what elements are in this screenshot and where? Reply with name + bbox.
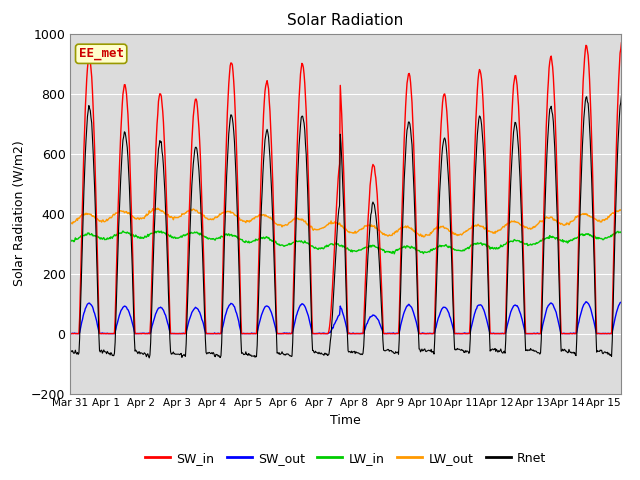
Line: LW_out: LW_out [70,208,638,237]
LW_in [499,244,506,250]
Rnet [397,288,404,294]
SW_in [634,331,640,336]
SW_in [411,179,419,185]
LW_out [67,222,74,228]
LW_in [634,234,640,240]
Title: Solar Radiation: Solar Radiation [287,13,404,28]
Line: LW_in: LW_in [70,231,638,254]
LW_out [154,205,161,211]
Y-axis label: Solar Radiation (W/m2): Solar Radiation (W/m2) [13,141,26,287]
SW_out [555,322,563,328]
Rnet [618,93,625,98]
SW_in [618,39,625,45]
Line: Rnet: Rnet [70,96,638,358]
Rnet [101,349,109,355]
LW_in [101,237,109,242]
Line: SW_out: SW_out [70,301,638,334]
LW_out [397,225,404,230]
LW_out [557,221,564,227]
LW_out [412,230,419,236]
Rnet [498,349,506,355]
SW_in [497,331,504,336]
SW_in [101,331,109,336]
LW_out [634,215,640,221]
SW_in [67,331,74,336]
LW_out [429,228,437,234]
LW_in [119,228,127,234]
X-axis label: Time: Time [330,414,361,427]
Text: EE_met: EE_met [79,48,124,60]
LW_in [557,237,564,243]
SW_out [428,331,436,336]
LW_in [67,239,74,244]
Rnet [412,234,419,240]
SW_out [396,326,404,332]
LW_out [420,234,428,240]
SW_in [428,331,436,336]
SW_out [497,331,504,336]
LW_in [390,251,398,257]
Rnet [634,349,640,355]
SW_out [67,331,74,336]
Rnet [556,303,564,309]
Rnet [67,348,74,353]
SW_out [101,331,109,336]
LW_out [101,218,109,224]
Rnet [429,349,436,355]
SW_out [411,314,419,320]
Legend: SW_in, SW_out, LW_in, LW_out, Rnet: SW_in, SW_out, LW_in, LW_out, Rnet [140,447,551,469]
Rnet [145,355,153,361]
SW_out [634,331,640,336]
SW_in [396,287,404,292]
LW_in [429,246,437,252]
LW_out [499,225,506,231]
Line: SW_in: SW_in [70,42,638,334]
LW_in [412,246,420,252]
SW_in [555,251,563,257]
LW_in [397,245,405,251]
SW_out [618,299,625,304]
